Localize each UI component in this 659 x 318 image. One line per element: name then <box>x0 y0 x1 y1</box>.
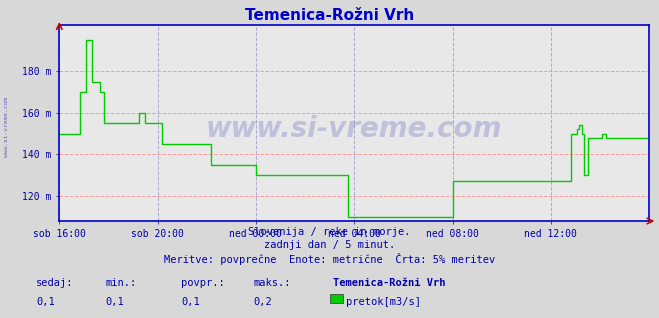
Text: 0,1: 0,1 <box>105 297 124 307</box>
Text: maks.:: maks.: <box>254 278 291 288</box>
Text: min.:: min.: <box>105 278 136 288</box>
Text: www.si-vreme.com: www.si-vreme.com <box>4 97 9 157</box>
Text: Temenica-Rožni Vrh: Temenica-Rožni Vrh <box>333 278 445 288</box>
Text: pretok[m3/s]: pretok[m3/s] <box>346 297 421 307</box>
Text: Meritve: povprečne  Enote: metrične  Črta: 5% meritev: Meritve: povprečne Enote: metrične Črta:… <box>164 253 495 265</box>
Text: 0,1: 0,1 <box>36 297 55 307</box>
Text: Slovenija / reke in morje.: Slovenija / reke in morje. <box>248 227 411 237</box>
Text: zadnji dan / 5 minut.: zadnji dan / 5 minut. <box>264 240 395 250</box>
Text: 0,2: 0,2 <box>254 297 272 307</box>
Text: povpr.:: povpr.: <box>181 278 225 288</box>
Text: Temenica-Rožni Vrh: Temenica-Rožni Vrh <box>245 8 414 23</box>
Text: sedaj:: sedaj: <box>36 278 74 288</box>
Text: www.si-vreme.com: www.si-vreme.com <box>206 115 502 143</box>
Text: 0,1: 0,1 <box>181 297 200 307</box>
